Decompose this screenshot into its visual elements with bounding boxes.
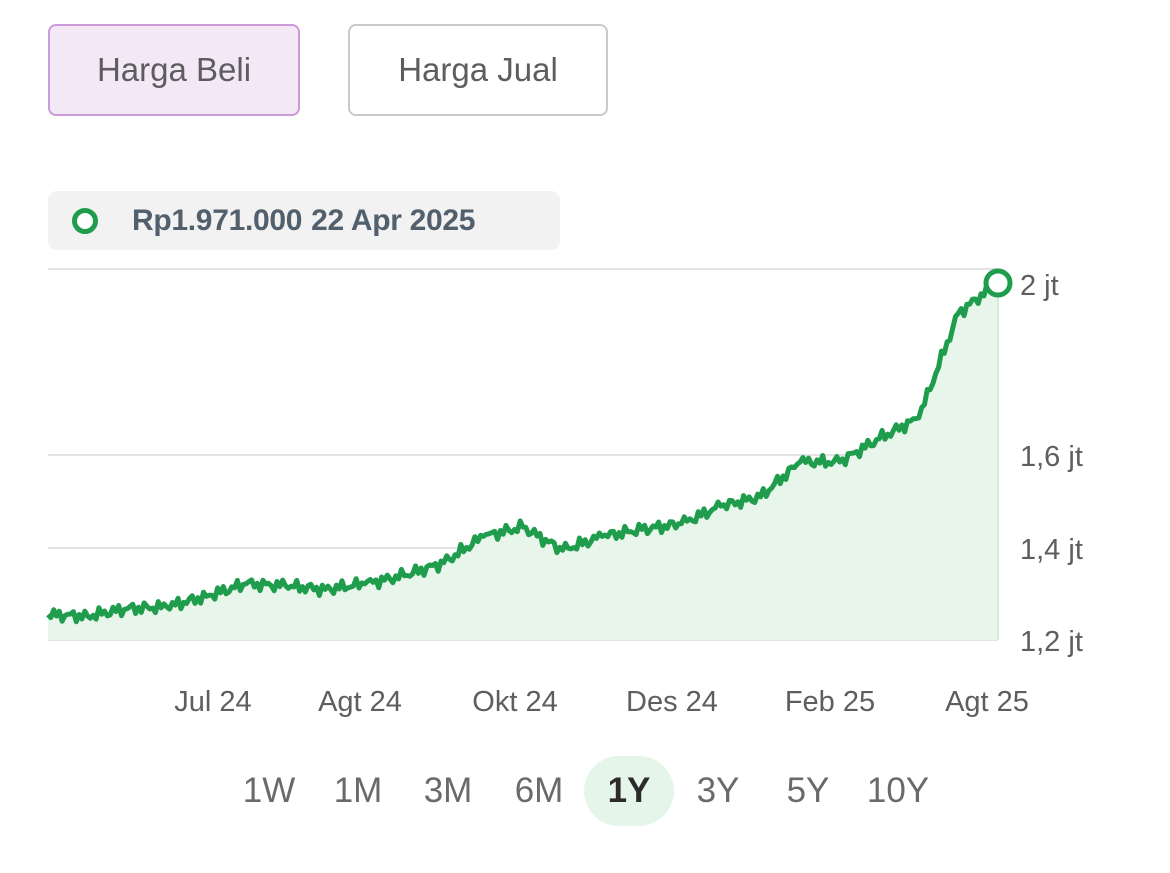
y-axis-labels: 1,2 jt 1,4 jt 1,6 jt 2 jt — [1020, 270, 1083, 658]
time-range-selector: 1W 1M 3M 6M 1Y 3Y 5Y 10Y — [0, 756, 1170, 826]
y-tick-label: 1,4 jt — [1020, 534, 1083, 566]
x-tick-label: Des 24 — [626, 686, 718, 718]
x-tick-label: Okt 24 — [472, 686, 557, 718]
tooltip-date: 22 Apr 2025 — [311, 203, 476, 237]
tooltip-text: Rp1.971.000 22 Apr 2025 — [132, 204, 475, 238]
y-tick-label: 1,2 jt — [1020, 626, 1083, 658]
price-line — [46, 280, 1000, 625]
latest-price-marker[interactable] — [983, 268, 1013, 298]
x-axis-labels: Jul 24 Agt 24 Okt 24 Des 24 Feb 25 Agt 25 — [174, 686, 1029, 718]
x-tick-label: Agt 25 — [945, 686, 1029, 718]
range-button-1y[interactable]: 1Y — [584, 756, 674, 826]
range-button-1w[interactable]: 1W — [242, 771, 296, 810]
harga-beli-tab[interactable]: Harga Beli — [48, 24, 300, 116]
range-button-5y[interactable]: 5Y — [786, 771, 830, 810]
harga-jual-tab[interactable]: Harga Jual — [348, 24, 608, 116]
tooltip-price: Rp1.971.000 — [132, 203, 303, 237]
x-tick-label: Agt 24 — [318, 686, 402, 718]
range-button-3y[interactable]: 3Y — [696, 771, 740, 810]
range-button-6m[interactable]: 6M — [514, 771, 564, 810]
price-chart[interactable]: 1,2 jt 1,4 jt 1,6 jt 2 jt Jul 24 Agt 24 Okt 2… — [0, 0, 1170, 740]
price-area — [48, 282, 998, 640]
y-tick-label: 1,6 jt — [1020, 441, 1083, 473]
y-tick-label: 2 jt — [1020, 270, 1059, 302]
x-tick-label: Jul 24 — [174, 686, 251, 718]
price-tooltip: Rp1.971.000 22 Apr 2025 — [48, 191, 560, 250]
tooltip-marker-icon — [72, 207, 98, 234]
x-tick-label: Feb 25 — [785, 686, 875, 718]
range-button-1m[interactable]: 1M — [333, 771, 383, 810]
range-button-3m[interactable]: 3M — [423, 771, 473, 810]
range-button-10y[interactable]: 10Y — [866, 771, 930, 810]
